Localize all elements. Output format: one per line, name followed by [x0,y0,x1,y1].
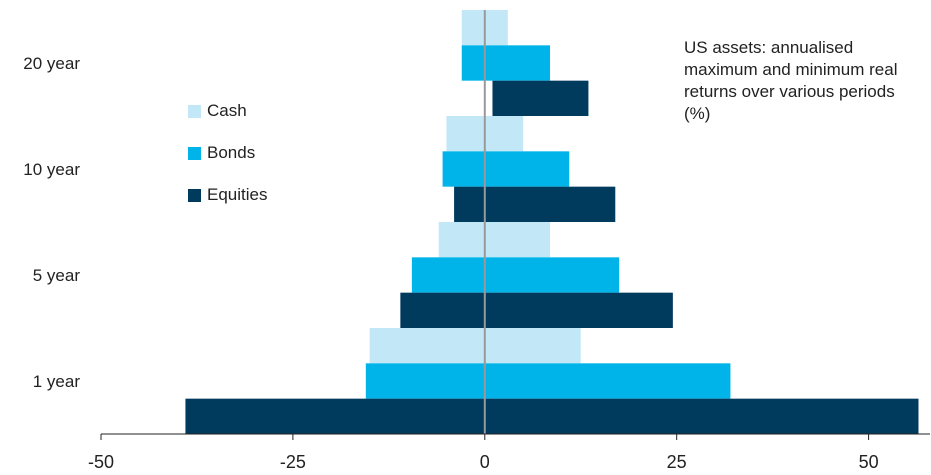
x-ticks-group: -50 -25 0 25 50 [88,434,879,472]
chart-title: US assets: annualised maximum and minimu… [684,38,898,123]
x-tick-label: -50 [88,452,114,472]
legend-label-bonds: Bonds [207,143,256,162]
y-labels-group: 20 year 10 year 5 year 1 year [23,54,80,391]
x-tick-label: 0 [480,452,490,472]
legend-swatch-bonds [188,146,201,160]
legend-item-bonds: Bonds [188,132,267,174]
legend-label-cash: Cash [207,101,247,120]
legend: Cash Bonds Equities [188,90,267,216]
bar-bonds-5-year [411,257,620,293]
legend-label-equities: Equities [207,185,268,204]
bar-bonds-20-year [461,45,551,81]
bar-equities-20-year [492,80,589,116]
bars-group [185,10,919,434]
y-category-label: 5 year [33,266,81,285]
bar-equities-1-year [185,398,919,434]
legend-swatch-cash [188,104,201,118]
bar-equities-10-year [454,186,616,222]
x-tick-label: 25 [667,452,687,472]
legend-swatch-equities [188,188,201,202]
legend-item-equities: Equities [188,174,267,216]
x-tick-label: -25 [280,452,306,472]
bar-equities-5-year [400,292,673,328]
y-category-label: 10 year [23,160,80,179]
bar-bonds-1-year [365,363,731,399]
y-category-label: 20 year [23,54,80,73]
bar-bonds-10-year [442,151,570,187]
legend-item-cash: Cash [188,90,267,132]
bar-cash-5-year [438,222,551,258]
x-tick-label: 50 [859,452,879,472]
y-category-label: 1 year [33,372,81,391]
bar-cash-1-year [369,328,581,364]
